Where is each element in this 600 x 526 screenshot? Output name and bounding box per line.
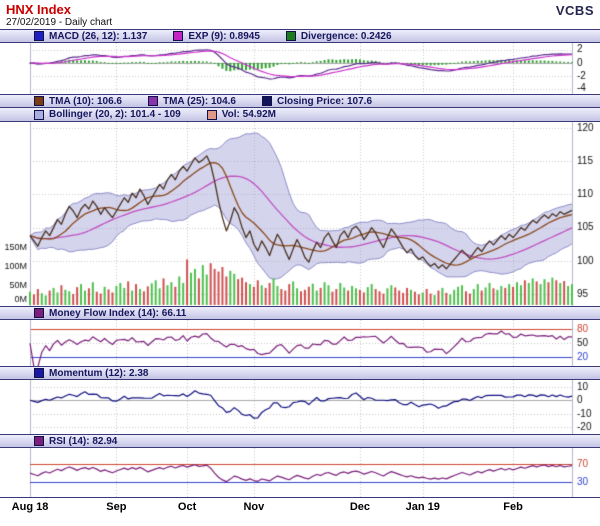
x-axis-label: Aug 18: [11, 501, 49, 513]
x-axis-label: Sep: [106, 501, 127, 513]
legend-item-momentum: Momentum (12): 2.38: [34, 368, 148, 379]
macd-chart-canvas: [0, 43, 600, 94]
closing-price-legend-label: Closing Price: 107.6: [276, 95, 373, 107]
tma25-swatch-icon: [147, 96, 158, 106]
price-legend-bar-2: Bollinger (20, 2): 101.4 - 109 Vol: 54.9…: [0, 108, 600, 122]
mfi-chart-canvas: [0, 320, 600, 366]
volume-swatch-icon: [206, 109, 217, 120]
tma10-legend-label: TMA (10): 106.6: [49, 95, 122, 107]
exp-legend-label: EXP (9): 0.8945: [188, 30, 260, 42]
mfi-swatch-icon: [34, 308, 44, 318]
chart-date-label: 27/02/2019 - Daily chart: [6, 17, 113, 28]
legend-item-exp: EXP (9): 0.8945: [173, 31, 260, 42]
legend-item-rsi: RSI (14): 82.94: [34, 436, 117, 447]
divergence-swatch-icon: [285, 31, 296, 41]
exp-swatch-icon: [173, 31, 184, 41]
volume-legend-label: Vol: 54.92M: [221, 109, 276, 120]
legend-item-closing-price: Closing Price: 107.6: [261, 95, 373, 107]
legend-item-bollinger: Bollinger (20, 2): 101.4 - 109: [34, 109, 181, 120]
x-axis-label: Oct: [177, 501, 197, 513]
momentum-legend-label: Momentum (12): 2.38: [49, 367, 149, 379]
brand-logo: VCBS: [555, 3, 594, 18]
legend-item-tma10: TMA (10): 106.6: [34, 96, 122, 107]
legend-item-mfi: Money Flow Index (14): 66.11: [34, 308, 186, 319]
macd-swatch-icon: [34, 31, 44, 41]
tma25-legend-label: TMA (25): 104.6: [162, 95, 236, 107]
x-axis-label: Dec: [349, 501, 370, 513]
legend-item-divergence: Divergence: 0.2426: [285, 30, 392, 42]
legend-item-volume: Vol: 54.92M: [206, 109, 276, 120]
rsi-swatch-icon: [34, 436, 44, 446]
x-axis-label: Nov: [243, 501, 265, 513]
tma10-swatch-icon: [34, 96, 44, 106]
divergence-legend-label: Divergence: 0.2426: [300, 30, 392, 42]
momentum-swatch-icon: [34, 368, 44, 378]
legend-item-tma25: TMA (25): 104.6: [147, 95, 236, 107]
macd-legend-label: MACD (26, 12): 1.137: [49, 30, 148, 42]
legend-item-macd: MACD (26, 12): 1.137: [34, 31, 147, 42]
rsi-chart-canvas: [0, 448, 600, 497]
mfi-legend-bar: Money Flow Index (14): 66.11: [0, 306, 600, 320]
closing-price-swatch-icon: [261, 96, 272, 106]
bollinger-swatch-icon: [34, 109, 44, 120]
bollinger-legend-label: Bollinger (20, 2): 101.4 - 109: [49, 109, 181, 120]
x-axis-label: Feb: [503, 501, 523, 513]
rsi-legend-bar: RSI (14): 82.94: [0, 434, 600, 448]
x-axis-label: Jan 19: [405, 501, 440, 513]
mfi-legend-label: Money Flow Index (14): 66.11: [49, 307, 187, 319]
momentum-legend-bar: Momentum (12): 2.38: [0, 366, 600, 380]
x-axis-baseline: [0, 497, 600, 498]
page-title: HNX Index: [6, 2, 72, 17]
price-chart-canvas: [0, 122, 600, 306]
price-legend-bar-1: TMA (10): 106.6 TMA (25): 104.6 Closing …: [0, 94, 600, 108]
macd-legend-bar: MACD (26, 12): 1.137 EXP (9): 0.8945 Div…: [0, 29, 600, 43]
momentum-chart-canvas: [0, 380, 600, 434]
rsi-legend-label: RSI (14): 82.94: [49, 435, 118, 447]
